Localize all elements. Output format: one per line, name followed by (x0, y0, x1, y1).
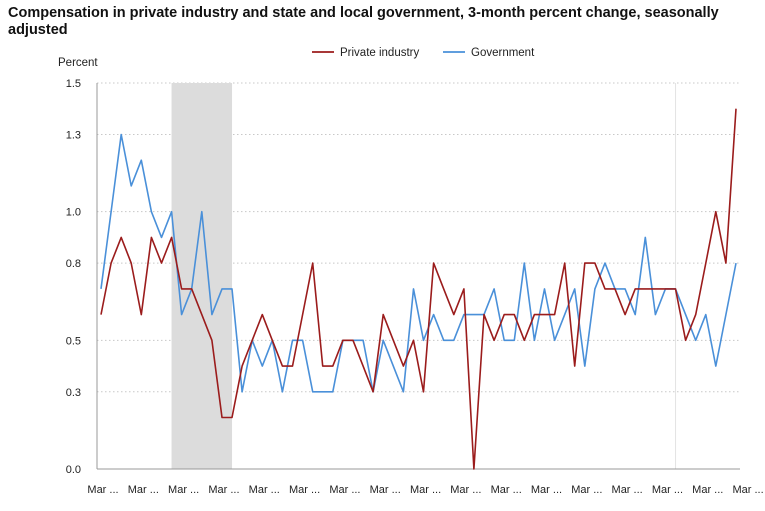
x-tick-label: Mar ... (168, 484, 199, 496)
grid-lines (97, 82, 740, 393)
chart-title: Compensation in private industry and sta… (8, 5, 719, 38)
y-tick-label: 0.8 (66, 258, 81, 270)
y-tick-label: 1.5 (66, 78, 81, 90)
x-tick-label: Mar ... (370, 484, 401, 496)
legend-label: Government (471, 47, 535, 59)
series-lines (100, 108, 737, 470)
x-tick-label: Mar ... (531, 484, 562, 496)
recession-shading (171, 83, 677, 469)
y-tick-label: 0.0 (66, 464, 81, 476)
x-tick-label: Mar ... (612, 484, 643, 496)
x-tick-label: Mar ... (128, 484, 159, 496)
legend-label: Private industry (340, 47, 420, 59)
x-tick-label: Mar ... (208, 484, 239, 496)
series-line-private-industry (100, 108, 737, 470)
legend: Private industry Government (312, 47, 535, 59)
x-tick-label: Mar ... (410, 484, 441, 496)
y-tick-label: 1.0 (66, 207, 81, 219)
y-tick-label: 1.3 (66, 129, 81, 141)
x-tick-label: Mar ... (289, 484, 320, 496)
x-tick-label: Mar ... (329, 484, 360, 496)
x-tick-label: Mar ... (87, 484, 118, 496)
x-tick-label: Mar ... (692, 484, 723, 496)
axes: 0.0 0.3 0.5 0.8 1.0 1.3 1.5 Mar ... Mar ... Mar .… (66, 78, 764, 496)
x-tick-label: Mar ... (491, 484, 522, 496)
x-tick-label: Mar ... (652, 484, 683, 496)
y-tick-label: 0.5 (66, 335, 81, 347)
x-tick-label: Mar ... (249, 484, 280, 496)
x-tick-label: Mar ... (450, 484, 481, 496)
y-tick-label: 0.3 (66, 387, 81, 399)
y-axis-label: Percent (58, 57, 98, 69)
recession-shade-band (171, 83, 233, 469)
x-tick-label: Mar ... (732, 484, 763, 496)
x-tick-label: Mar ... (571, 484, 602, 496)
